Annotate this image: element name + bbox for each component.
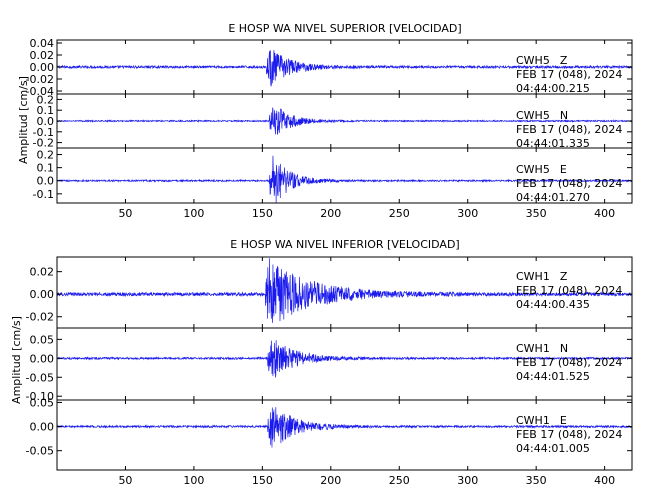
- panel-frame: [56, 399, 633, 471]
- waveform-trace: [56, 258, 633, 323]
- trace-panel-e: 0.05 0.00 -0.05: [26, 396, 633, 471]
- panel-frame: [56, 147, 633, 204]
- x-tick-label: 100: [183, 207, 204, 220]
- time-label: 04:44:00.435: [516, 298, 590, 311]
- upper-chart-title: E HOSP WA NIVEL SUPERIOR [VELOCIDAD]: [228, 22, 461, 35]
- x-tick-label: 50: [118, 207, 132, 220]
- x-tick-label: 250: [389, 474, 410, 487]
- waveform-trace: [56, 340, 633, 378]
- time-label: 04:44:01.335: [516, 137, 590, 150]
- waveform-trace: [56, 407, 633, 448]
- x-tick-label: 200: [320, 207, 341, 220]
- y-tick-label: -0.04: [26, 85, 54, 98]
- y-tick-label: 0.00: [30, 352, 55, 365]
- station-component-label: CWH5 N: [516, 109, 568, 122]
- time-label: 04:44:01.270: [516, 191, 590, 204]
- y-tick-label: 0.00: [30, 61, 55, 74]
- y-tick-label: 0.02: [30, 266, 55, 279]
- x-tick-label: 350: [526, 474, 547, 487]
- x-axis: 50 100 150 200 250 300 350 400: [118, 474, 615, 487]
- date-label: FEB 17 (048), 2024: [516, 428, 622, 441]
- y-tick-label: 0.00: [30, 421, 55, 434]
- date-label: FEB 17 (048), 2024: [516, 123, 622, 136]
- lower-trace-info-e: CWH1 E FEB 17 (048), 2024 04:44:01.005: [516, 414, 622, 455]
- x-tick-label: 350: [526, 207, 547, 220]
- upper-trace-info-z: CWH5 Z FEB 17 (048), 2024 04:44:00.215: [516, 54, 622, 95]
- station-component-label: CWH1 N: [516, 342, 568, 355]
- x-axis: 50 100 150 200 250 300 350 400: [118, 207, 615, 220]
- lower-trace-info-n: CWH1 N FEB 17 (048), 2024 04:44:01.525: [516, 342, 622, 383]
- y-tick-label: 0.05: [30, 333, 55, 346]
- y-tick-label: -0.2: [33, 137, 54, 150]
- time-label: 04:44:01.525: [516, 370, 590, 383]
- x-tick-label: 150: [252, 474, 273, 487]
- y-tick-label: 0.0: [37, 175, 55, 188]
- x-tick-label: 150: [252, 207, 273, 220]
- date-label: FEB 17 (048), 2024: [516, 356, 622, 369]
- y-tick-label: -0.02: [26, 73, 54, 86]
- waveform-trace: [56, 50, 633, 87]
- date-label: FEB 17 (048), 2024: [516, 284, 622, 297]
- upper-trace-info-e: CWH5 E FEB 17 (048), 2024 04:44:01.270: [516, 163, 622, 204]
- x-tick-label: 400: [594, 207, 615, 220]
- y-tick-label: 0.2: [37, 149, 55, 162]
- lower-trace-info-z: CWH1 Z FEB 17 (048), 2024 04:44:00.435: [516, 270, 622, 311]
- waveform-trace: [56, 107, 633, 135]
- x-tick-label: 200: [320, 474, 341, 487]
- lower-chart-title: E HOSP WA NIVEL INFERIOR [VELOCIDAD]: [230, 238, 459, 251]
- station-component-label: CWH5 Z: [516, 54, 568, 67]
- station-component-label: CWH1 Z: [516, 270, 568, 283]
- lower-chart: E HOSP WA NIVEL INFERIOR [VELOCIDAD] Amp…: [10, 238, 633, 487]
- waveform-trace: [56, 155, 633, 204]
- y-tick-label: -0.10: [26, 390, 54, 403]
- station-component-label: CWH5 E: [516, 163, 567, 176]
- y-tick-label: -0.1: [33, 126, 54, 139]
- time-label: 04:44:01.005: [516, 442, 590, 455]
- y-tick-label: 0.1: [37, 104, 55, 117]
- time-label: 04:44:00.215: [516, 82, 590, 95]
- y-tick-label: 0.02: [30, 49, 55, 62]
- station-component-label: CWH1 E: [516, 414, 567, 427]
- x-tick-label: 300: [457, 207, 478, 220]
- upper-trace-info-n: CWH5 N FEB 17 (048), 2024 04:44:01.335: [516, 109, 622, 150]
- upper-panels: 0.040.020.00-0.02-0.040.20.10.0-0.1-0.20…: [26, 37, 633, 220]
- y-tick-label: 0.04: [30, 37, 55, 50]
- y-tick-label: -0.05: [26, 445, 54, 458]
- y-tick-label: -0.02: [26, 311, 54, 324]
- date-label: FEB 17 (048), 2024: [516, 177, 622, 190]
- trace-panel-n: 0.20.10.0-0.1-0.2: [33, 93, 633, 150]
- x-tick-label: 400: [594, 474, 615, 487]
- lower-panels: 0.020.00-0.020.050.00-0.05-0.100.050.00-…: [26, 256, 633, 487]
- date-label: FEB 17 (048), 2024: [516, 68, 622, 81]
- y-tick-label: 0.1: [37, 162, 55, 175]
- lower-y-axis-label: Amplitud [cm/s]: [10, 316, 23, 404]
- x-tick-label: 100: [183, 474, 204, 487]
- y-tick-label: 0.2: [37, 93, 55, 106]
- x-tick-label: 250: [389, 207, 410, 220]
- y-tick-label: -0.1: [33, 188, 54, 201]
- y-tick-label: 0.0: [37, 115, 55, 128]
- trace-panel-z: 0.040.020.00-0.02-0.04: [26, 37, 633, 98]
- upper-chart: E HOSP WA NIVEL SUPERIOR [VELOCIDAD] Amp…: [17, 22, 633, 220]
- x-tick-label: 50: [118, 474, 132, 487]
- upper-y-axis-label: Amplitud [cm/s]: [17, 76, 30, 164]
- trace-panel-e: 0.20.10.0-0.1: [33, 147, 633, 204]
- y-tick-label: 0.05: [30, 396, 55, 409]
- y-tick-label: 0.00: [30, 288, 55, 301]
- y-tick-label: -0.05: [26, 371, 54, 384]
- x-tick-label: 300: [457, 474, 478, 487]
